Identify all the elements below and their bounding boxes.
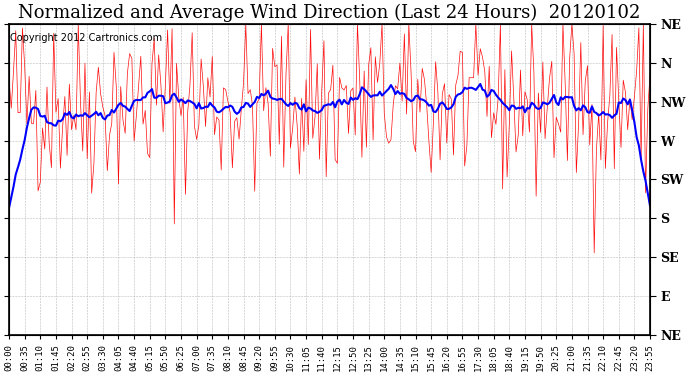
Title: Normalized and Average Wind Direction (Last 24 Hours)  20120102: Normalized and Average Wind Direction (L… (19, 4, 641, 22)
Text: Copyright 2012 Cartronics.com: Copyright 2012 Cartronics.com (10, 33, 161, 43)
